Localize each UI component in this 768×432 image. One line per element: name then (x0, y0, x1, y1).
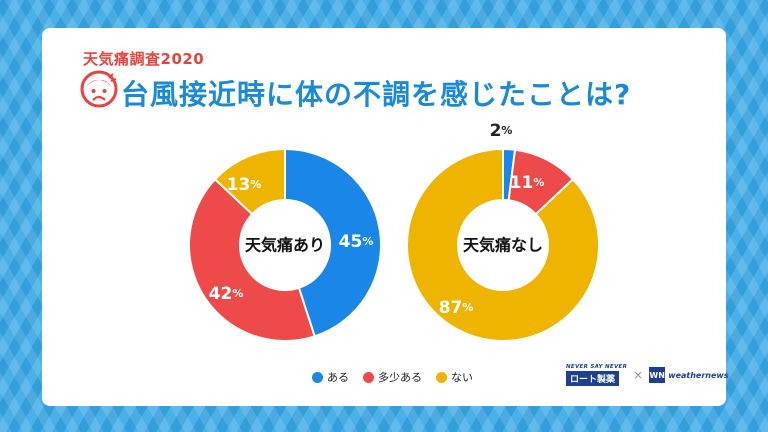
times-sign: × (633, 368, 644, 382)
legend-label-tashou: 多少ある (378, 371, 422, 384)
donut2-value-label-aru: 2% (490, 121, 513, 141)
rohto-logo: NEVER SAY NEVER ロート製薬 (566, 364, 627, 386)
donut2-slice-nai (406, 147, 600, 342)
donut1-slice-aru (284, 147, 382, 338)
rohto-name: ロート製薬 (566, 371, 620, 386)
sick-face-icon (80, 70, 118, 108)
sponsor-logos: NEVER SAY NEVER ロート製薬 × WN weathernews (566, 364, 729, 386)
donut1-value-label-aru: 45% (339, 232, 374, 252)
donut1-center-label: 天気痛あり (245, 236, 325, 255)
survey-subtitle: 天気痛調査2020 (83, 50, 205, 68)
donut2-value-label-tashou: 11% (510, 173, 545, 193)
weathernews-logo: WN weathernews (649, 367, 729, 383)
wn-mark: WN (649, 367, 666, 383)
legend: ある 多少ある ない (312, 369, 473, 385)
legend-label-aru: ある (327, 371, 349, 384)
legend-dot-nai (436, 371, 447, 383)
donut2-value-label-nai: 87% (439, 298, 474, 318)
donut1-slice-nai (213, 147, 286, 216)
legend-label-nai: ない (451, 371, 473, 384)
main-title: 台風接近時に体の不調を感じたことは? (121, 78, 632, 111)
donut1-value-label-tashou: 42% (209, 284, 244, 304)
rohto-tagline: NEVER SAY NEVER (566, 364, 628, 370)
legend-dot-aru (312, 371, 323, 383)
legend-dot-tashou (363, 371, 374, 383)
legend-item-aru: ある (312, 369, 349, 385)
donut2-center-label: 天気痛なし (463, 236, 543, 255)
donut1-slice-tashou (188, 177, 316, 342)
wn-name: weathernews (668, 370, 729, 380)
donut1-value-label-nai: 13% (227, 175, 262, 195)
content-card (42, 28, 726, 406)
legend-item-nai: ない (436, 369, 473, 385)
legend-item-tashou: 多少ある (363, 369, 422, 385)
